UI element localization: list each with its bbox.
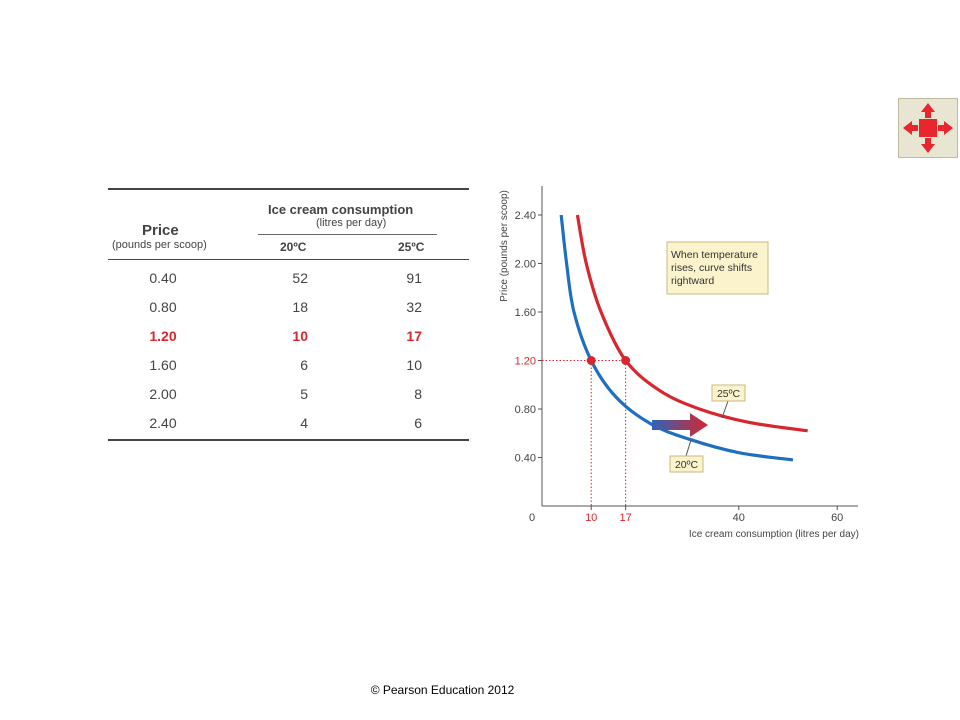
label-20-leader bbox=[685, 439, 692, 457]
table-cell-price: 1.60 bbox=[149, 357, 177, 373]
table-header-rule bbox=[108, 259, 469, 260]
y-tick-label: 1.60 bbox=[515, 307, 536, 319]
table-cell-20c: 18 bbox=[292, 299, 308, 315]
table-cell-price: 1.20 bbox=[149, 328, 177, 344]
y-tick-label: 2.00 bbox=[515, 259, 536, 271]
table-cell-25c: 91 bbox=[406, 270, 422, 286]
table-cell-20c: 4 bbox=[300, 415, 308, 431]
consumption-header: Ice cream consumption bbox=[268, 202, 414, 217]
data-point bbox=[621, 356, 631, 365]
label-20-box bbox=[669, 455, 704, 473]
data-table: Price (pounds per scoop) Ice cream consu… bbox=[108, 188, 469, 441]
curve-20c bbox=[559, 214, 794, 462]
y-tick-label: 0.80 bbox=[515, 404, 536, 416]
exit-badge[interactable] bbox=[898, 98, 958, 158]
table-top-rule bbox=[108, 188, 469, 190]
table-cell-20c: 52 bbox=[292, 270, 308, 286]
y-tick-label: 1.20 bbox=[515, 356, 536, 368]
y-axis-label: Price (pounds per scoop) bbox=[499, 190, 510, 302]
table-cell-price: 2.00 bbox=[149, 386, 177, 402]
x-axis-label: Ice cream consumption (litres per day) bbox=[689, 529, 859, 540]
label-25-leader bbox=[721, 400, 729, 419]
x-tick-label: 10 bbox=[585, 512, 597, 524]
y-tick-label: 2.40 bbox=[515, 210, 536, 222]
table-cell-price: 2.40 bbox=[149, 415, 177, 431]
col-25-header: 25ºC bbox=[398, 240, 425, 254]
x-tick-label: 40 bbox=[733, 512, 745, 524]
compress-arrows-icon bbox=[903, 103, 953, 153]
y-tick-label: 0.40 bbox=[515, 453, 536, 465]
table-cell-25c: 17 bbox=[406, 328, 422, 344]
curve-25c bbox=[575, 214, 808, 433]
callout-text: When temperature rises, curve shifts right… bbox=[671, 249, 758, 287]
consumption-header-rule bbox=[258, 234, 437, 235]
table-cell-price: 0.80 bbox=[149, 299, 177, 315]
table-cell-20c: 10 bbox=[292, 328, 308, 344]
label-25-box bbox=[711, 384, 746, 402]
table-bottom-rule bbox=[108, 439, 469, 441]
table-cell-25c: 10 bbox=[406, 357, 422, 373]
table-cell-price: 0.40 bbox=[149, 270, 177, 286]
table-cell-20c: 6 bbox=[300, 357, 308, 373]
table-cell-25c: 6 bbox=[414, 415, 422, 431]
label-20-text: 20ºC bbox=[675, 459, 699, 471]
table-cell-25c: 32 bbox=[406, 299, 422, 315]
copyright-footer: © Pearson Education 2012 bbox=[370, 683, 515, 697]
data-point bbox=[586, 356, 596, 365]
x-tick-label: 17 bbox=[620, 512, 632, 524]
table-cell-25c: 8 bbox=[414, 386, 422, 402]
col-20-header: 20ºC bbox=[280, 240, 307, 254]
price-header-sub: (pounds per scoop) bbox=[112, 239, 207, 251]
shift-arrow bbox=[652, 413, 708, 437]
price-header: Price bbox=[142, 222, 179, 239]
x-tick-label: 60 bbox=[831, 512, 843, 524]
table-cell-20c: 5 bbox=[300, 386, 308, 402]
consumption-header-sub: (litres per day) bbox=[316, 217, 387, 229]
label-25-text: 25ºC bbox=[717, 388, 741, 400]
callout-box bbox=[666, 241, 769, 295]
x-tick-label: 0 bbox=[529, 512, 535, 524]
